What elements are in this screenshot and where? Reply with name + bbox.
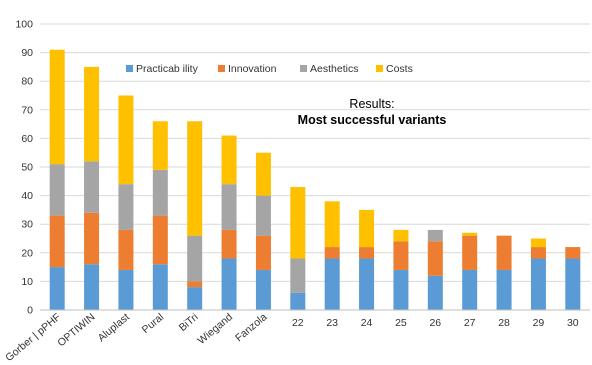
y-tick-label: 80 <box>21 76 33 88</box>
bar-innovation-2 <box>118 229 134 270</box>
legend-label: Costs <box>386 63 413 75</box>
bar-practicab-ility-10 <box>393 269 409 310</box>
legend-swatch <box>218 65 225 72</box>
bar-practicab-ility-4 <box>187 287 203 310</box>
bar-costs-3 <box>152 121 168 170</box>
bar-practicab-ility-11 <box>427 275 443 310</box>
bar-costs-7 <box>290 187 306 259</box>
bar-innovation-11 <box>427 241 443 276</box>
x-tick-label: 29 <box>533 317 545 329</box>
bar-practicab-ility-2 <box>118 269 134 310</box>
bar-costs-14 <box>530 238 546 248</box>
legend-swatch <box>376 65 383 72</box>
y-tick-label: 0 <box>27 305 33 317</box>
bar-costs-8 <box>324 201 340 248</box>
bar-practicab-ility-3 <box>152 264 168 310</box>
bar-innovation-0 <box>49 215 65 268</box>
bar-practicab-ility-6 <box>255 269 271 310</box>
bar-innovation-14 <box>530 247 546 259</box>
x-tick-label: Gorber | pPHF <box>3 311 63 364</box>
x-tick-label: OPTIWIN <box>55 311 97 349</box>
x-tick-label: 25 <box>395 317 407 329</box>
bar-practicab-ility-15 <box>565 258 581 310</box>
bar-practicab-ility-8 <box>324 258 340 310</box>
x-tick-label: 27 <box>464 317 476 329</box>
bar-costs-12 <box>462 232 478 236</box>
x-tick-label: BiTri <box>177 311 201 334</box>
y-tick-label: 70 <box>21 104 33 116</box>
bar-practicab-ility-14 <box>530 258 546 310</box>
y-tick-label: 10 <box>21 276 33 288</box>
x-tick-label: Wiegand <box>196 311 236 347</box>
y-tick-label: 20 <box>21 247 33 259</box>
legend: Practicab ility Innovation Aesthetics Costs <box>126 63 413 75</box>
bar-innovation-12 <box>462 235 478 270</box>
bar-aesthetics-4 <box>187 235 203 282</box>
y-tick-label: 60 <box>21 133 33 145</box>
bar-costs-0 <box>49 49 65 165</box>
bar-innovation-15 <box>565 247 581 259</box>
legend-swatch <box>126 65 133 72</box>
x-tick-label: 28 <box>498 317 510 329</box>
bar-costs-5 <box>221 135 237 185</box>
y-tick-label: 90 <box>21 47 33 59</box>
bar-practicab-ility-9 <box>359 258 375 310</box>
y-tick-label: 40 <box>21 190 33 202</box>
legend-label: Aesthetics <box>310 63 358 75</box>
bar-innovation-6 <box>255 235 271 270</box>
bar-aesthetics-7 <box>290 258 306 293</box>
bar-innovation-9 <box>359 247 375 259</box>
y-tick-label: 100 <box>15 19 33 31</box>
bar-practicab-ility-5 <box>221 258 237 310</box>
annotation-results: Results: <box>349 97 394 111</box>
legend-label: Practicab ility <box>136 63 199 75</box>
bar-aesthetics-2 <box>118 184 134 230</box>
bar-practicab-ility-12 <box>462 269 478 310</box>
bar-practicab-ility-13 <box>496 269 512 310</box>
bar-aesthetics-11 <box>427 229 443 242</box>
bars <box>49 49 581 310</box>
bar-costs-4 <box>187 121 203 236</box>
bar-innovation-3 <box>152 215 168 265</box>
bar-aesthetics-0 <box>49 164 65 216</box>
bar-innovation-8 <box>324 247 340 259</box>
bar-costs-2 <box>118 95 134 185</box>
y-tick-label: 50 <box>21 162 33 174</box>
annotation-most-successful: Most successful variants <box>298 113 447 127</box>
x-tick-label: 22 <box>292 317 304 329</box>
x-tick-label: Aluplast <box>96 311 132 344</box>
x-tick-label: 23 <box>326 317 338 329</box>
bar-aesthetics-5 <box>221 184 237 230</box>
bar-innovation-4 <box>187 281 203 288</box>
bar-innovation-10 <box>393 241 409 270</box>
bar-practicab-ility-0 <box>49 267 65 310</box>
bar-costs-1 <box>84 66 100 162</box>
legend-swatch <box>300 65 307 72</box>
x-tick-label: 24 <box>361 317 373 329</box>
bar-costs-9 <box>359 209 375 248</box>
bar-practicab-ility-7 <box>290 292 306 310</box>
bar-costs-6 <box>255 152 271 196</box>
bar-innovation-5 <box>221 229 237 259</box>
x-tick-label: Pural <box>140 311 166 336</box>
x-tick-label: Fanzola <box>233 311 269 344</box>
y-tick-label: 30 <box>21 219 33 231</box>
bar-aesthetics-1 <box>84 161 100 213</box>
bar-innovation-13 <box>496 235 512 270</box>
y-axis: 0 10 20 30 40 50 60 70 80 90 100 <box>15 19 33 317</box>
x-tick-label: 30 <box>567 317 579 329</box>
bar-aesthetics-6 <box>255 195 271 236</box>
legend-label: Innovation <box>228 63 277 75</box>
bar-innovation-1 <box>84 212 100 265</box>
bar-aesthetics-3 <box>152 169 168 216</box>
bar-costs-10 <box>393 229 409 242</box>
x-tick-label: 26 <box>429 317 441 329</box>
bar-practicab-ility-1 <box>84 264 100 310</box>
